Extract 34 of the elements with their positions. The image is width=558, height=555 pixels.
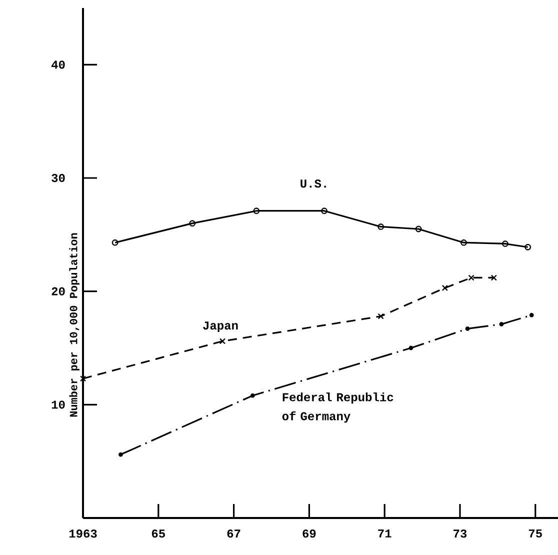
x-tick-label: 65	[152, 530, 165, 538]
point	[408, 346, 414, 350]
point	[321, 208, 328, 214]
point	[490, 274, 497, 281]
point	[189, 220, 196, 227]
x-tick-label: 75	[528, 530, 542, 538]
x-tick-label: 73	[454, 530, 467, 538]
point	[499, 322, 504, 326]
point	[118, 452, 123, 457]
point	[250, 393, 255, 398]
point	[502, 240, 508, 247]
x-tick-label: 67	[227, 530, 240, 538]
y-tick-label: 40	[51, 60, 65, 69]
point	[219, 338, 226, 344]
point	[442, 284, 448, 291]
series-label: Federal Republic of Germany	[282, 392, 394, 423]
point	[465, 326, 470, 331]
point	[460, 239, 467, 246]
point	[415, 226, 422, 232]
point	[468, 274, 474, 281]
series-label: Japan	[203, 322, 238, 332]
series-label: U.S.	[300, 180, 326, 188]
point	[378, 224, 384, 230]
x-tick-label: 1963	[69, 530, 97, 538]
x-tick-label: 71	[378, 530, 392, 538]
y-tick-label: 20	[52, 287, 65, 296]
y-tick-label: 30	[52, 174, 65, 182]
x-tick-label: 69	[302, 530, 316, 538]
point	[529, 312, 534, 318]
y-axis-title: Number per 10,000 Population	[69, 233, 80, 417]
point	[80, 376, 86, 382]
y-tick-label: 10	[52, 400, 65, 409]
point	[253, 208, 260, 214]
point	[378, 313, 384, 320]
